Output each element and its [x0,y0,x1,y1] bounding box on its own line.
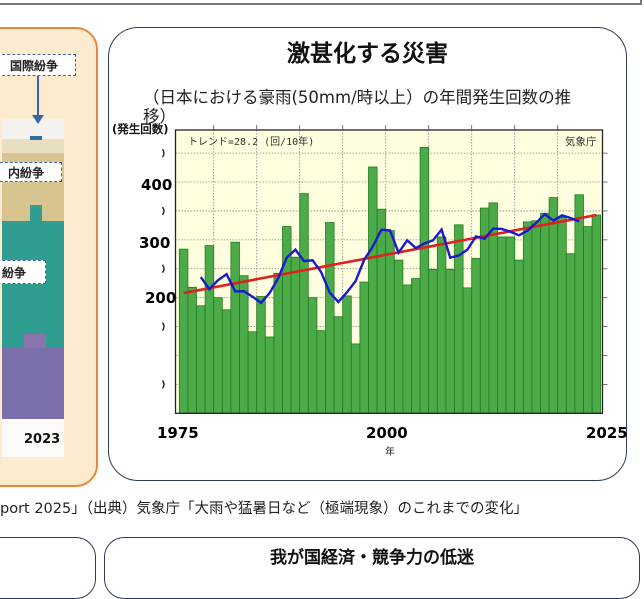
arrow-line [37,75,39,117]
header-frame [0,0,642,5]
area-middle [2,221,64,349]
trend-annotation: トレンド=28.2 (回/10年) [188,135,314,148]
bar-1981 [221,309,232,414]
bar-2017 [531,220,541,414]
bar-2023 [583,226,593,414]
x-tick-2000: 2000 [366,424,408,442]
y-tick-marks [161,125,608,389]
heavy-rain-chart: トレンド=28.2 (回/10年) 気象庁 400 300 200 1975 2… [139,125,628,458]
bar-2004 [419,146,430,414]
bar-1995 [342,295,352,414]
label-conflict: 紛争 [0,260,46,284]
chart-bottom-strip [2,419,64,457]
bar-1999 [376,208,387,414]
arrow-down-icon [32,115,44,124]
source-line: port 2025」（出典）気象庁「大雨や猛暑日など（極端現象）のこれまでの変化… [0,497,644,518]
source-annotation: 気象庁 [565,135,597,148]
y-tick-400: 400 [141,176,172,194]
bar-1985 [256,296,266,414]
bar-2015 [514,259,524,414]
bar-1989 [290,256,301,414]
conflict-panel: 国際紛争 内紛争 紛争 2023 [0,27,98,487]
bar-1997 [359,281,369,414]
bar-2018 [540,212,550,414]
bar-1987 [273,272,283,414]
trend-line [183,213,597,295]
y-tick-clipped-label [161,206,165,216]
bar-2020 [557,216,567,414]
bar-2007 [445,268,455,414]
x-tick-2025: 2025 [586,424,628,442]
bar-1980 [213,297,223,414]
area-bottom-bump [24,334,46,348]
y-tick-clipped-label [161,264,165,274]
bar-2006 [436,236,447,414]
bar-1996 [350,343,361,414]
bar-1994 [333,316,344,414]
bar-2024 [591,214,602,414]
label-internal-conflict: 内紛争 [0,162,62,182]
bar-2019 [548,197,559,414]
bar-2013 [497,236,507,414]
source-text: （出典）気象庁「大雨や猛暑日など（極端現象）のこれまでの変化」 [85,501,528,517]
bar-2022 [574,194,584,414]
panel-subtitle: （日本における豪雨(50mm/時以上）の年間発生回数の推移） [143,88,572,126]
bar-1983 [239,275,249,414]
bar-1998 [368,166,378,414]
x-tick-1975: 1975 [157,424,199,442]
area-internal-bar [30,136,42,140]
bar-2021 [565,253,576,414]
year-label: 2023 [24,432,61,447]
bar-1984 [247,331,258,414]
economy-panel-title: 我が国経済・競争力の低迷 [270,548,474,568]
panel-title: 激甚化する災害 [287,41,448,67]
area-bottom [2,347,64,419]
bar-2005 [428,268,438,414]
bar-1978 [196,305,206,414]
bar-2003 [411,278,421,414]
y-tick-300: 300 [139,234,170,252]
bar-2009 [462,287,473,414]
bottom-left-panel [0,537,96,599]
bar-1990 [299,193,309,414]
moving-average-line [199,212,580,305]
bar-1979 [204,245,215,414]
bar-2000 [385,230,395,414]
y-tick-clipped-label [161,148,165,158]
bar-2014 [505,236,516,414]
y-tick-clipped-label [161,322,165,331]
x-axis-label: 年 [385,445,395,458]
bar-2010 [471,257,481,414]
y-tick-clipped-label [161,379,165,389]
bar-1982 [230,241,240,414]
bar-2016 [522,221,533,414]
bar-2002 [402,284,412,414]
label-international-conflict: 国際紛争 [0,54,76,76]
bar-2001 [393,259,404,414]
bar-1977 [187,286,197,414]
y-axis-label: (発生回数) [112,122,169,136]
previous-source-fragment: port 2025」 [0,501,86,517]
bar-1986 [264,336,275,414]
bar-1992 [316,330,326,414]
bar-1991 [307,297,318,414]
bar-1993 [325,222,335,414]
area-middle-peak [30,205,42,221]
bar-1976 [178,248,189,414]
y-tick-200: 200 [145,289,176,307]
area-international [2,139,64,153]
plot-frame [174,129,604,414]
